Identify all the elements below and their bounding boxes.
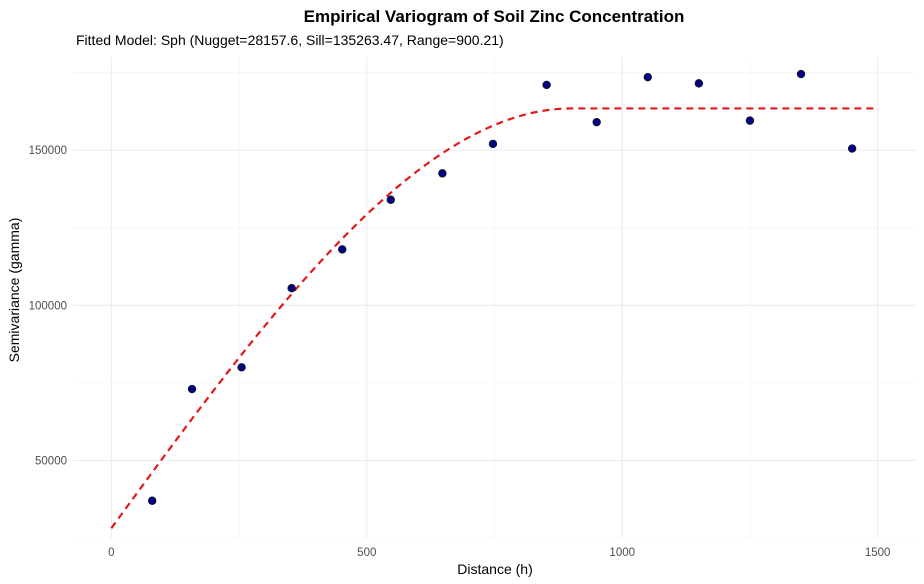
x-tick-label: 1500	[865, 547, 891, 559]
variogram-point	[745, 116, 755, 125]
variogram-point	[147, 496, 157, 505]
tick-labels: 0 500 1000 1500 50000 100000 150000	[29, 145, 891, 559]
data-points-layer	[147, 69, 857, 505]
variogram-point	[338, 245, 347, 254]
y-tick-label: 150000	[29, 145, 67, 157]
chart-title: Empirical Variogram of Soil Zinc Concent…	[304, 7, 685, 26]
x-axis-title: Distance (h)	[457, 561, 532, 577]
variogram-point	[438, 169, 447, 178]
variogram-point	[694, 79, 704, 88]
variogram-point	[542, 80, 551, 90]
chart-subtitle: Fitted Model: Sph (Nugget=28157.6, Sill=…	[76, 32, 504, 48]
x-tick-label: 0	[108, 547, 114, 559]
fitted-curve-layer	[110, 107, 878, 529]
variogram-point	[592, 117, 601, 127]
variogram-point	[386, 195, 395, 204]
x-tick-label: 500	[357, 547, 376, 559]
fitted-spherical-curve	[110, 107, 878, 529]
variogram-point	[488, 139, 498, 149]
variogram-point	[643, 72, 652, 82]
variogram-point	[187, 384, 197, 394]
gridlines	[73, 57, 916, 539]
variogram-point	[237, 363, 246, 372]
variogram-point	[847, 144, 857, 153]
y-axis-title: Semivariance (gamma)	[6, 218, 22, 363]
y-tick-label: 50000	[35, 455, 67, 467]
x-tick-label: 1000	[609, 547, 635, 559]
y-tick-label: 100000	[29, 300, 67, 312]
variogram-point	[287, 283, 296, 293]
variogram-point	[796, 69, 806, 79]
